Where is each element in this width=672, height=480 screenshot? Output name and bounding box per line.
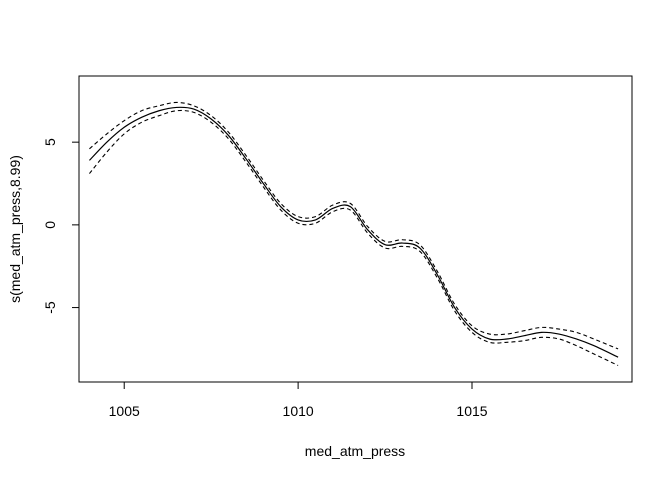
x-axis-label: med_atm_press: [305, 443, 405, 459]
smooth-estimate-line: [88, 106, 619, 358]
x-tick-label: 1015: [456, 403, 487, 419]
y-axis: -5 0 5: [42, 138, 80, 314]
y-tick-label: 5: [42, 138, 58, 146]
y-tick-label: -5: [42, 301, 58, 314]
lower-confidence-band: [89, 109, 619, 366]
upper-confidence-band: [89, 101, 619, 350]
y-axis-label: s(med_atm_press,8.99): [7, 155, 23, 303]
y-tick-label: 0: [42, 221, 58, 229]
x-tick-label: 1010: [283, 403, 314, 419]
x-tick-label: 1005: [109, 403, 140, 419]
x-axis: 1005 1010 1015: [109, 381, 488, 419]
series-layer: [88, 101, 619, 366]
plot-frame: [78, 75, 633, 383]
